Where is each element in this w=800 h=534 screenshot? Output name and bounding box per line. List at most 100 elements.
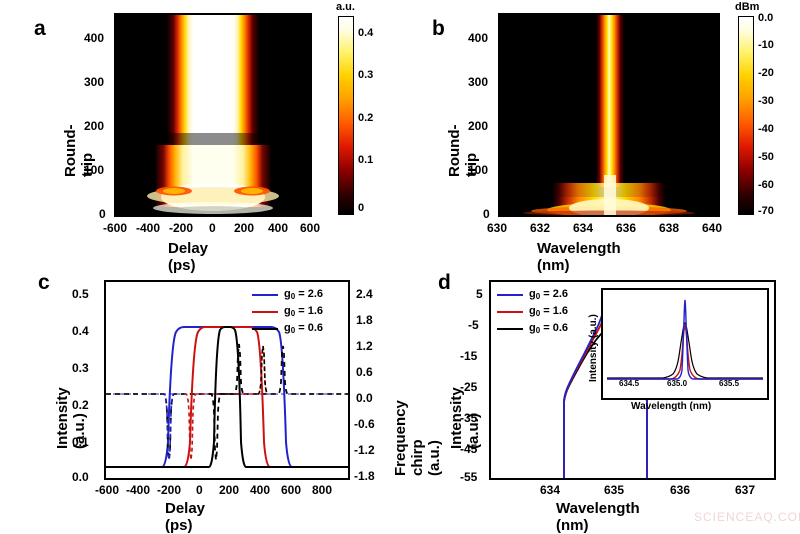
panel-c-xtick--200: -200 [157,483,182,497]
panel-c-legend-label-2: g0 = 0.6 [284,322,324,335]
panel-b-colorbar-gradient [739,17,753,214]
panel-b-ylabel: Round-trip [446,124,480,177]
panel-c-legend-item-1[interactable]: g0 = 1.6 [252,305,323,319]
panel-c-ytick-0p4: 0.4 [72,324,89,338]
panel-c-rtick-2p4: 2.4 [356,287,373,301]
panel-a-xtick-200: 200 [234,221,255,235]
panel-c-rtick-0p0: 0.0 [356,391,373,405]
panel-c-ytick-0p1: 0.1 [72,435,89,449]
legend-line-red-icon [252,311,278,313]
panel-c-curves [106,326,348,468]
panel-c-legend-item-0[interactable]: g0 = 2.6 [252,288,323,302]
watermark: SCIENCEAQ.COM [694,510,800,524]
panel-b-xtick-632: 632 [530,221,551,235]
panel-c-plot [104,280,350,480]
panel-c-ylabel: Intensity (a.u.) [54,387,88,449]
panel-c-xtick-400: 400 [250,483,271,497]
panel-c-xtick-200: 200 [219,483,240,497]
panel-c-legend-label-0: g0 = 2.6 [284,288,324,301]
panel-d-legend-item-1[interactable]: g0 = 1.6 [497,305,568,319]
panel-a-xlabel: Delay (ps) [168,240,209,274]
panel-c-ylabel-right: Frequency chirp (a.u.) [392,400,443,476]
panel-a-xtick-400: 400 [268,221,289,235]
legend-line-black-icon [252,328,278,330]
panel-b-ytick-200: 200 [468,119,489,133]
panel-a-xtick--400: -400 [136,221,161,235]
panel-a-cbtick-0p2: 0.2 [358,112,374,124]
panel-b-label: b [432,17,445,40]
panel-d-xlabel: Wavelength (nm) [556,500,640,534]
panel-d-legend-label-2: g0 = 0.6 [529,322,569,335]
panel-d-inset-xlabel: Wavelength (nm) [631,401,712,412]
panel-a-label: a [34,17,46,40]
panel-b-ytick-400: 400 [468,31,489,45]
panel-b-colorbar-title: dBm [735,1,760,13]
panel-c-legend-item-2[interactable]: g0 = 0.6 [252,322,323,336]
panel-d-ylabel: Intensity (a.u.) [448,387,482,449]
legend-line-blue-icon [252,294,278,296]
panel-c-ytick-0p3: 0.3 [72,361,89,375]
panel-a-xtick--200: -200 [169,221,194,235]
panel-b-heatmap [498,13,720,217]
panel-d-ytick--55: -55 [460,470,478,484]
panel-b-xtick-630: 630 [487,221,508,235]
panel-b-ytick-0: 0 [483,207,490,221]
panel-c-xtick-600: 600 [281,483,302,497]
panel-b-cbtick--70: -70 [758,205,774,217]
panel-c-xtick--600: -600 [95,483,120,497]
panel-d-xtick-636: 636 [670,483,691,497]
panel-c-rtick-0p6: 0.6 [356,365,373,379]
panel-c-rtick-1p8: 1.8 [356,313,373,327]
panel-d-xtick-635: 635 [604,483,625,497]
panel-a-ytick-400: 400 [84,31,105,45]
legend-line-red-icon [497,311,523,313]
panel-d-ytick--5: -5 [468,318,479,332]
panel-b-ytick-300: 300 [468,75,489,89]
panel-a-xtick--600: -600 [103,221,128,235]
panel-c-xtick-800: 800 [312,483,333,497]
panel-c-rtick--0p6: -0.6 [354,417,375,431]
panel-d-inset-xtick-1: 635.0 [667,379,688,388]
panel-b-cbtick--60: -60 [758,179,774,191]
panel-c-ytick-0p5: 0.5 [72,287,89,301]
panel-a-colorbar-gradient [339,17,353,214]
panel-d-xtick-637: 637 [735,483,756,497]
panel-d-legend-label-1: g0 = 1.6 [529,305,569,318]
panel-b-ytick-100: 100 [468,163,489,177]
panel-a-heatmap [114,13,312,217]
panel-c-ytick-0p2: 0.2 [72,398,89,412]
panel-a-cbtick-0p4: 0.4 [358,27,374,39]
panel-b-cbtick--40: -40 [758,123,774,135]
panel-a-heatmap-canvas [116,15,310,215]
panel-c-rtick--1p2: -1.2 [354,443,375,457]
panel-d-legend: g0 = 2.6 g0 = 1.6 g0 = 0.6 [497,288,568,339]
panel-c-xtick-0: 0 [196,483,203,497]
panel-b-cbtick--50: -50 [758,151,774,163]
panel-a-cbtick-0p3: 0.3 [358,69,374,81]
legend-line-black-icon [497,328,523,330]
panel-a-ytick-100: 100 [84,163,105,177]
panel-b-xtick-634: 634 [573,221,594,235]
panel-c-rtick--1p8: -1.8 [354,469,375,483]
panel-d-legend-item-0[interactable]: g0 = 2.6 [497,288,568,302]
panel-a-ylabel: Round-trip [62,124,96,177]
panel-d-inset-xtick-0: 634.5 [619,379,640,388]
panel-b-heatmap-canvas [500,15,718,215]
panel-d-ytick--45: -45 [460,442,478,456]
panel-c-label: c [38,271,50,294]
panel-d-xtick-634: 634 [540,483,561,497]
panel-d-plot: 634.5 635.0 635.5 Wavelength (nm) Intens… [489,280,776,480]
panel-a-ytick-300: 300 [84,75,105,89]
panel-c-rtick-1p2: 1.2 [356,339,373,353]
panel-d-label: d [438,271,451,294]
panel-b-colorbar [738,16,754,215]
legend-line-blue-icon [497,294,523,296]
panel-a-colorbar [338,16,354,215]
panel-c-xlabel: Delay (ps) [165,500,206,534]
panel-d-legend-item-2[interactable]: g0 = 0.6 [497,322,568,336]
panel-a-ytick-200: 200 [84,119,105,133]
panel-d-inset: 634.5 635.0 635.5 [601,288,769,400]
panel-a-colorbar-title: a.u. [336,1,355,13]
panel-b-cbtick--20: -20 [758,67,774,79]
